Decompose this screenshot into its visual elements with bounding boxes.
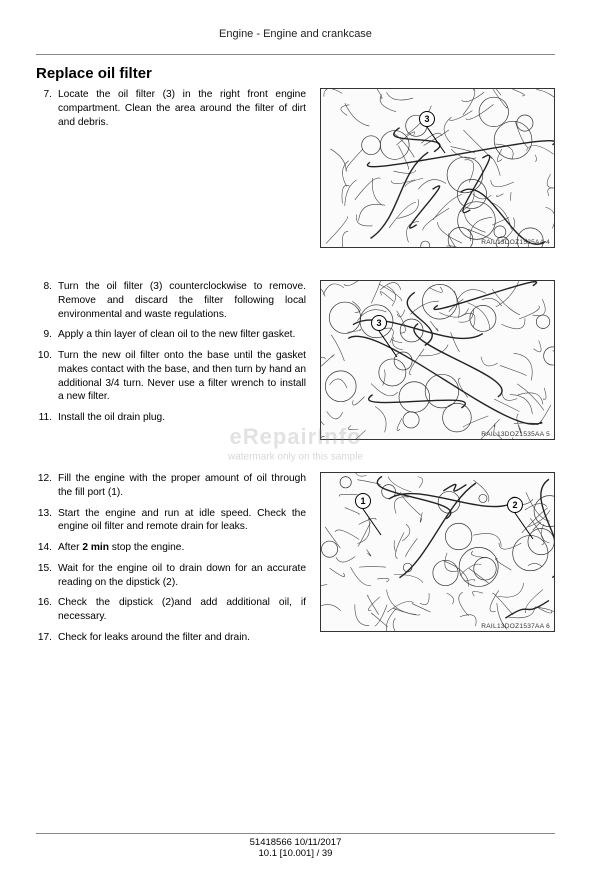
step-item: 15.Wait for the engine oil to drain down…: [36, 562, 306, 590]
callout-bubble: 1: [355, 493, 371, 509]
step-text: Check for leaks around the filter and dr…: [58, 631, 306, 645]
step-number: 11.: [36, 411, 58, 425]
step-item: 14.After 2 min stop the engine.: [36, 541, 306, 555]
step-list: 8.Turn the oil filter (3) counterclockwi…: [36, 280, 306, 425]
step-number: 15.: [36, 562, 58, 590]
step-number: 8.: [36, 280, 58, 321]
step-text: Turn the oil filter (3) counterclockwise…: [58, 280, 306, 321]
page: Engine - Engine and crankcase Replace oi…: [0, 0, 591, 873]
rule-bottom: [36, 833, 555, 834]
step-text: After 2 min stop the engine.: [58, 541, 306, 555]
section-title: Replace oil filter: [36, 65, 555, 82]
step-text: Locate the oil filter (3) in the right f…: [58, 88, 306, 129]
step-text: Apply a thin layer of clean oil to the n…: [58, 328, 306, 342]
step-number: 7.: [36, 88, 58, 129]
block-spacer: [36, 254, 555, 280]
step-number: 12.: [36, 472, 58, 500]
step-item: 13.Start the engine and run at idle spee…: [36, 507, 306, 535]
content: 7.Locate the oil filter (3) in the right…: [36, 88, 555, 652]
step-list: 7.Locate the oil filter (3) in the right…: [36, 88, 306, 129]
step-text: Start the engine and run at idle speed. …: [58, 507, 306, 535]
text-column: 12.Fill the engine with the proper amoun…: [36, 472, 306, 652]
step-number: 9.: [36, 328, 58, 342]
footer: 51418566 10/11/2017 10.1 [10.001] / 39: [0, 833, 591, 859]
step-text: Fill the engine with the proper amount o…: [58, 472, 306, 500]
step-item: 17.Check for leaks around the filter and…: [36, 631, 306, 645]
step-number: 14.: [36, 541, 58, 555]
step-text: Install the oil drain plug.: [58, 411, 306, 425]
footer-line1: 51418566 10/11/2017: [0, 837, 591, 848]
callout-bubble: 2: [507, 497, 523, 513]
figure-caption: RAIL13DOZ1535AA 4: [481, 239, 550, 246]
footer-line2: 10.1 [10.001] / 39: [0, 848, 591, 859]
content-row: 8.Turn the oil filter (3) counterclockwi…: [36, 280, 555, 440]
figure-column: 3 RAIL13DOZ1535AA 4: [320, 88, 555, 248]
step-text: Wait for the engine oil to drain down fo…: [58, 562, 306, 590]
text-column: 7.Locate the oil filter (3) in the right…: [36, 88, 306, 248]
step-item: 8.Turn the oil filter (3) counterclockwi…: [36, 280, 306, 321]
step-item: 12.Fill the engine with the proper amoun…: [36, 472, 306, 500]
step-text: Check the dipstick (2)and add additional…: [58, 596, 306, 624]
figure-column: 1 2 RAIL13DOZ1537AA 6: [320, 472, 555, 652]
figure-caption: RAIL13DOZ1537AA 6: [481, 623, 550, 630]
figure-caption: RAIL13DOZ1535AA 5: [481, 431, 550, 438]
step-number: 17.: [36, 631, 58, 645]
step-list: 12.Fill the engine with the proper amoun…: [36, 472, 306, 645]
content-row: 7.Locate the oil filter (3) in the right…: [36, 88, 555, 248]
callout-bubble: 3: [371, 315, 387, 331]
callout-bubble: 3: [419, 111, 435, 127]
step-number: 16.: [36, 596, 58, 624]
figure-column: 3 RAIL13DOZ1535AA 5: [320, 280, 555, 440]
step-item: 9.Apply a thin layer of clean oil to the…: [36, 328, 306, 342]
text-column: 8.Turn the oil filter (3) counterclockwi…: [36, 280, 306, 440]
engine-figure: 1 2 RAIL13DOZ1537AA 6: [320, 472, 555, 632]
step-number: 10.: [36, 349, 58, 404]
step-text: Turn the new oil filter onto the base un…: [58, 349, 306, 404]
engine-figure: 3 RAIL13DOZ1535AA 5: [320, 280, 555, 440]
step-item: 16.Check the dipstick (2)and add additio…: [36, 596, 306, 624]
engine-figure: 3 RAIL13DOZ1535AA 4: [320, 88, 555, 248]
block-spacer: [36, 446, 555, 472]
content-row: 12.Fill the engine with the proper amoun…: [36, 472, 555, 652]
step-item: 11.Install the oil drain plug.: [36, 411, 306, 425]
step-item: 10.Turn the new oil filter onto the base…: [36, 349, 306, 404]
step-item: 7.Locate the oil filter (3) in the right…: [36, 88, 306, 129]
rule-top: [36, 54, 555, 55]
breadcrumb: Engine - Engine and crankcase: [36, 28, 555, 40]
step-number: 13.: [36, 507, 58, 535]
